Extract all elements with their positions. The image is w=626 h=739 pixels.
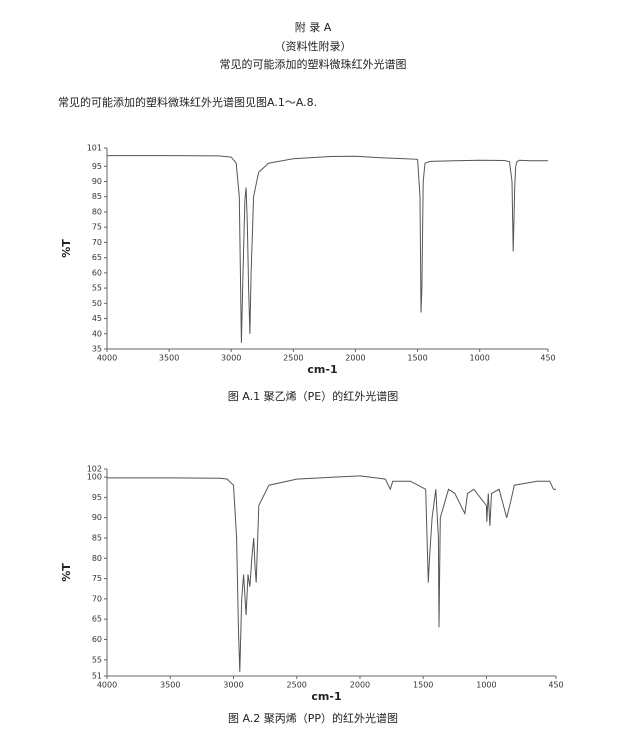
- x-tick-label: 2000: [345, 354, 365, 363]
- y-tick-label: 80: [92, 207, 102, 216]
- figure-caption: 图 A.1 聚乙烯（PE）的红外光谱图: [228, 389, 398, 403]
- appendix-heading: 常见的可能添加的塑料微珠红外光谱图: [220, 57, 407, 71]
- y-tick-label: 65: [92, 253, 102, 262]
- spectrum-line: [107, 155, 548, 343]
- y-tick-label: 75: [92, 574, 102, 583]
- appendix-title: 附 录 A: [295, 20, 332, 34]
- y-tick-label: 45: [92, 314, 102, 323]
- x-tick-label: 2000: [350, 681, 370, 690]
- x-tick-label: 3000: [221, 354, 241, 363]
- y-tick-label: 100: [87, 473, 102, 482]
- spectrum-line: [107, 475, 556, 672]
- y-tick-label: 60: [92, 268, 102, 277]
- x-tick-label: 450: [548, 681, 563, 690]
- x-tick-label: 3000: [223, 681, 243, 690]
- appendix-subtitle: （资料性附录）: [275, 39, 352, 53]
- y-tick-label: 95: [92, 493, 102, 502]
- x-axis-label: cm-1: [311, 690, 341, 703]
- y-tick-label: 35: [92, 345, 102, 354]
- x-tick-label: 1500: [413, 681, 433, 690]
- y-tick-label: 70: [92, 594, 102, 603]
- x-tick-label: 1000: [469, 354, 489, 363]
- x-tick-label: 3500: [160, 681, 180, 690]
- y-tick-label: 75: [92, 223, 102, 232]
- y-tick-label: 40: [92, 329, 102, 338]
- y-tick-label: 55: [92, 284, 102, 293]
- intro-text: 常见的可能添加的塑料微珠红外光谱图见图A.1～A.8.: [58, 95, 317, 109]
- y-axis-label: %T: [60, 239, 73, 258]
- figure-caption: 图 A.2 聚丙烯（PP）的红外光谱图: [228, 711, 398, 725]
- y-tick-label: 51: [92, 672, 102, 681]
- y-tick-label: 65: [92, 615, 102, 624]
- y-tick-label: 85: [92, 534, 102, 543]
- y-tick-label: 80: [92, 554, 102, 563]
- y-axis-label: %T: [60, 563, 73, 582]
- y-tick-label: 102: [87, 465, 102, 474]
- x-tick-label: 2500: [287, 681, 307, 690]
- y-tick-label: 90: [92, 177, 102, 186]
- x-tick-label: 1000: [476, 681, 496, 690]
- x-tick-label: 4000: [97, 681, 117, 690]
- y-tick-label: 101: [87, 144, 102, 153]
- x-tick-label: 450: [540, 354, 555, 363]
- x-axis-label: cm-1: [307, 363, 337, 376]
- y-tick-label: 70: [92, 238, 102, 247]
- x-tick-label: 4000: [97, 354, 117, 363]
- y-tick-label: 50: [92, 299, 102, 308]
- y-tick-label: 95: [92, 162, 102, 171]
- x-tick-label: 1500: [407, 354, 427, 363]
- y-tick-label: 55: [92, 655, 102, 664]
- x-tick-label: 3500: [159, 354, 179, 363]
- y-tick-label: 85: [92, 192, 102, 201]
- y-tick-label: 90: [92, 513, 102, 522]
- y-tick-label: 60: [92, 635, 102, 644]
- x-tick-label: 2500: [283, 354, 303, 363]
